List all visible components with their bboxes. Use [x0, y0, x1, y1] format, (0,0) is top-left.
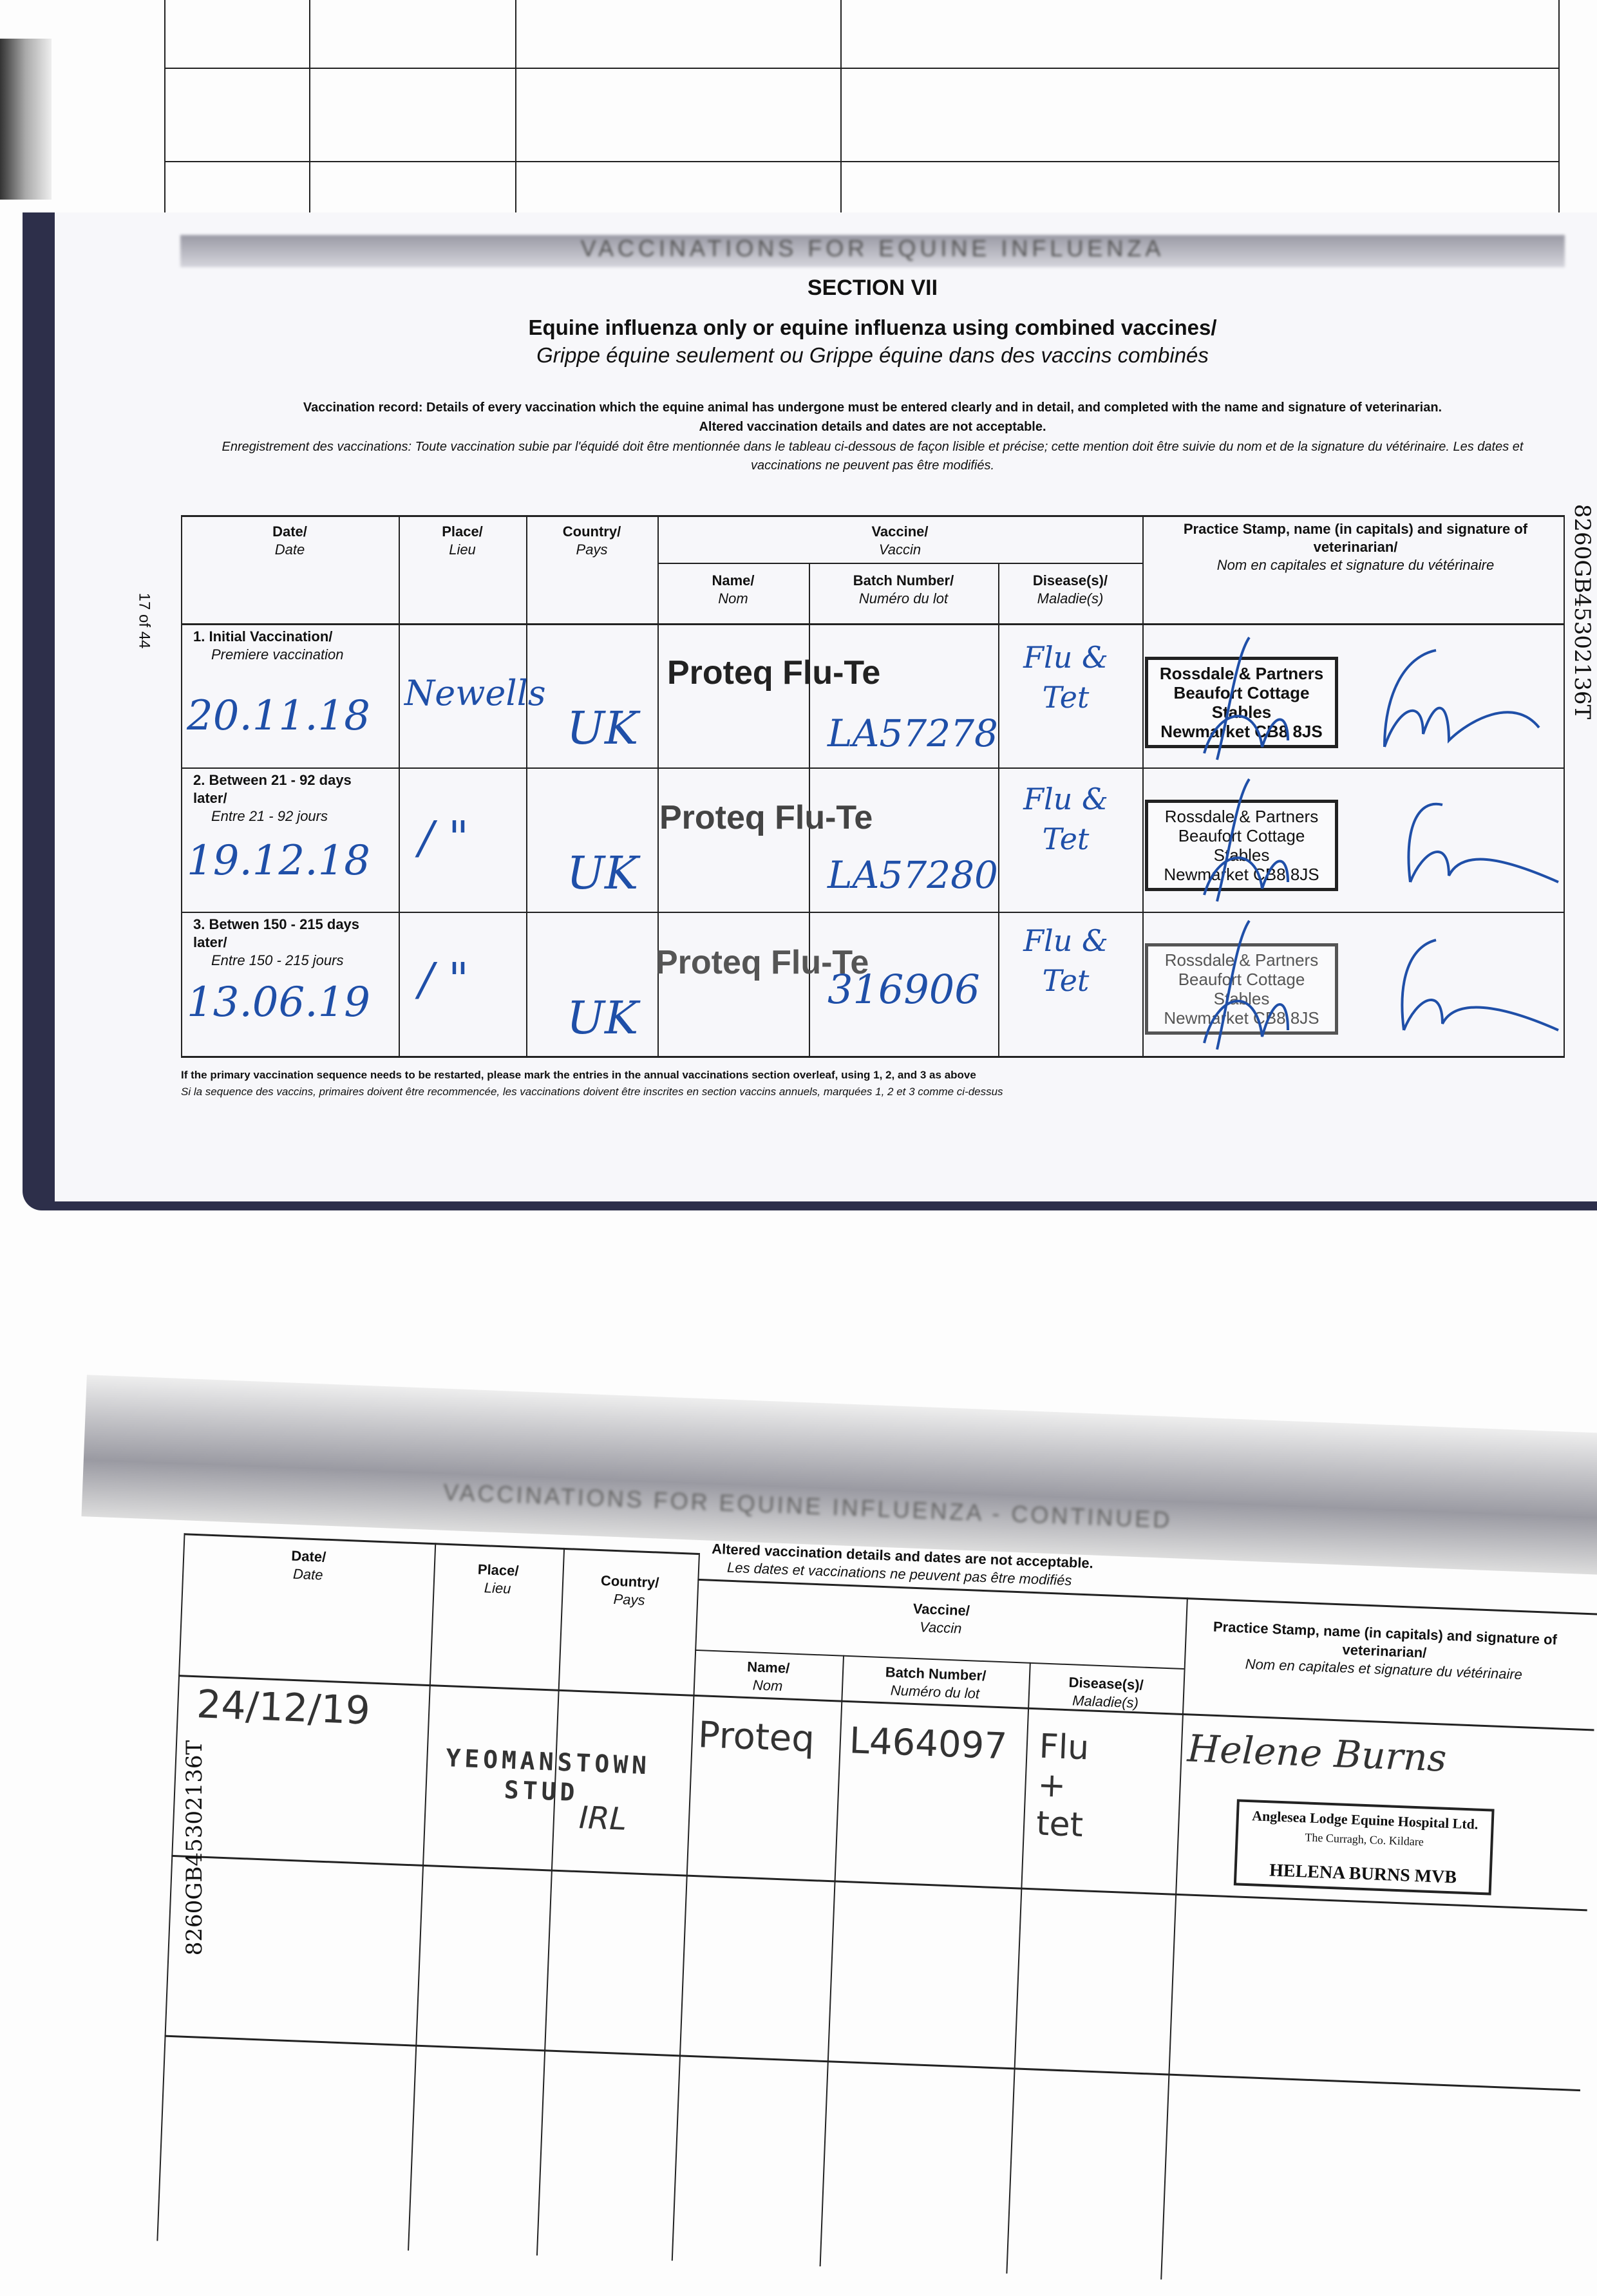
bottom-page: VACCINATIONS FOR EQUINE INFLUENZA - CONT… — [0, 1288, 1597, 2280]
vet-signature — [1203, 778, 1559, 902]
row-label: 3. Betwen 150 - 215 days later/Entre 150… — [193, 916, 360, 968]
vaccine-name: Proteq Flu-Te — [656, 944, 869, 981]
header-stamp: Practice Stamp, name (in capitals) and s… — [1213, 1618, 1558, 1683]
header-stamp: Practice Stamp, name (in capitals) and s… — [1183, 521, 1528, 573]
footer-fr: Si la sequence des vaccins, primaires do… — [181, 1086, 1003, 1098]
date-value: 19.12.18 — [187, 837, 370, 885]
country-value: UK — [567, 847, 639, 899]
row-label: 1. Initial Vaccination/Premiere vaccinat… — [193, 628, 344, 663]
country-value: UK — [567, 992, 639, 1044]
header-country: Country/Pays — [562, 523, 621, 558]
vet-signature: Helene Burns — [1186, 1726, 1448, 1780]
passport-id-bottom: 8260GB45302136T — [182, 1740, 208, 1956]
disease-value: Flu & Tet — [1023, 923, 1108, 998]
note-en-2: Altered vaccination details and dates ar… — [699, 420, 1046, 434]
date-value: 20.11.18 — [187, 692, 370, 740]
date-value: 13.06.19 — [187, 979, 370, 1026]
header-date: Date/Date — [272, 523, 307, 558]
header-batch: Batch Number/Numéro du lot — [853, 572, 954, 607]
table-row: 24/12/19 YEOMANSTOWN STUD IRL Proteq L46… — [0, 1288, 1596, 1896]
batch-value: L464097 — [848, 1720, 1008, 1768]
place-value: ∕ " — [419, 953, 469, 1006]
header-batch: Batch Number/Numéro du lot — [885, 1664, 987, 1702]
header-place: Place/Lieu — [477, 1561, 519, 1597]
section-banner: VACCINATIONS FOR EQUINE INFLUENZA — [180, 235, 1565, 267]
vaccine-name: Proteq Flu-Te — [659, 799, 873, 836]
vaccine-name: Proteq — [697, 1714, 816, 1761]
title-en: Equine influenza only or equine influenz… — [528, 315, 1217, 339]
header-place: Place/Lieu — [442, 523, 483, 558]
header-vaccine: Vaccine/Vaccin — [871, 523, 929, 558]
disease-value: Flu & Tet — [1023, 782, 1108, 856]
vet-signature — [1203, 919, 1559, 1050]
disease-value: Flu & Tet — [1023, 640, 1108, 715]
title-fr: Grippe équine seulement ou Grippe équine… — [536, 343, 1209, 367]
note-en-1: Vaccination record: Details of every vac… — [303, 400, 1442, 415]
section-title: SECTION VII — [807, 276, 938, 300]
batch-value: LA57278 — [827, 711, 998, 755]
batch-value: LA57280 — [827, 853, 998, 897]
date-value: 24/12/19 — [196, 1682, 372, 1734]
header-vaccine: Vaccine/Vaccin — [912, 1600, 970, 1637]
vet-signature — [1203, 636, 1540, 760]
passport-id-top: 8260GB45302136T — [1569, 503, 1596, 720]
practice-stamp: Rossdale & Partners Beaufort Cottage Stab… — [1145, 943, 1338, 1035]
vaccine-name: Proteq Flu-Te — [667, 654, 881, 692]
practice-stamp: Rossdale & Partners Beaufort Cottage Stab… — [1145, 800, 1338, 891]
binder-edge — [0, 39, 52, 200]
header-date: Date/Date — [290, 1547, 326, 1583]
country-value: UK — [567, 702, 639, 755]
country-value: IRL — [578, 1800, 628, 1838]
header-country: Country/Pays — [600, 1572, 659, 1608]
batch-value: 316906 — [827, 966, 980, 1013]
place-value: ∕ " — [419, 811, 469, 864]
page-number: 17 of 44 — [135, 592, 153, 649]
practice-stamp: Anglesea Lodge Equine Hospital Ltd. The … — [1233, 1799, 1495, 1896]
disease-value: Flu + tet — [1035, 1727, 1090, 1845]
footer-en: If the primary vaccination sequence need… — [181, 1069, 976, 1081]
header-disease: Disease(s)/Maladie(s) — [1032, 572, 1108, 607]
row-label: 2. Between 21 - 92 days later/Entre 21 -… — [193, 772, 352, 824]
header-name: Name/Nom — [746, 1658, 790, 1695]
header-disease: Disease(s)/Maladie(s) — [1068, 1674, 1144, 1711]
bottom-table — [0, 1288, 1597, 2280]
place-value: Newells — [404, 673, 546, 713]
note-fr: Enregistrement des vaccinations: Toute v… — [222, 440, 1524, 473]
header-name: Name/Nom — [712, 572, 755, 607]
place-value: YEOMANSTOWN STUD — [445, 1744, 651, 1807]
